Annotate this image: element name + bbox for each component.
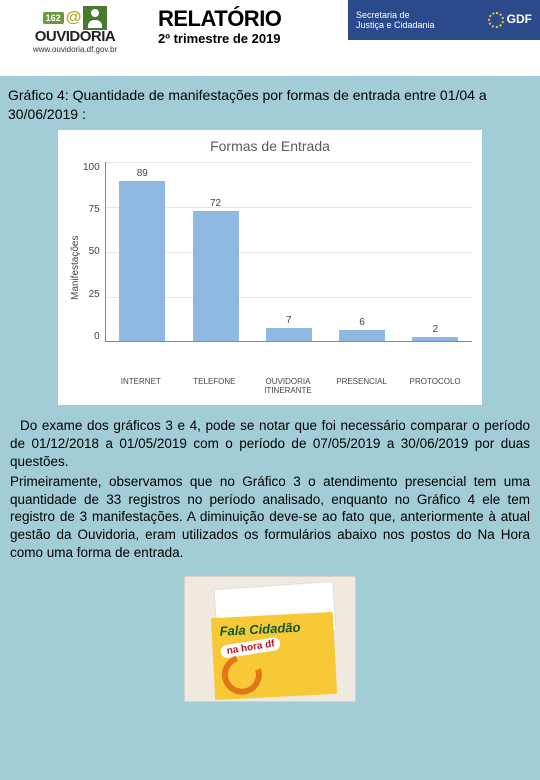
ouvidoria-url: www.ouvidoria.df.gov.br (33, 45, 117, 54)
x-tick-label: PROTOCOLO (406, 378, 464, 396)
bar-value-label: 72 (210, 198, 221, 209)
y-tick: 25 (83, 289, 100, 300)
x-tick-label: OUVIDORIA ITINERANTE (259, 378, 317, 396)
gdf-wheel-icon (488, 12, 504, 28)
paragraph-1: Do exame dos gráficos 3 e 4, pode se not… (10, 417, 530, 470)
ouvidoria-logo: 162 @ OUVIDORIA www.ouvidoria.df.gov.br (0, 0, 150, 60)
secretaria-line2: Justiça e Cidadania (356, 20, 435, 30)
bar-wrap: 72 (187, 198, 245, 341)
x-tick-label: TELEFONE (185, 378, 243, 396)
bar-wrap: 7 (260, 315, 318, 341)
y-tick: 0 (83, 331, 100, 342)
bar-wrap: 6 (333, 317, 391, 341)
page-header: 162 @ OUVIDORIA www.ouvidoria.df.gov.br … (0, 0, 540, 76)
bar (412, 337, 458, 341)
bar-value-label: 2 (433, 324, 439, 335)
bar (266, 328, 312, 341)
person-icon (83, 6, 107, 30)
gdf-logo: GDF (488, 12, 532, 28)
bar (339, 330, 385, 341)
bar (193, 211, 239, 341)
report-title: RELATÓRIO (158, 6, 340, 32)
paragraph-2: Primeiramente, observamos que no Gráfico… (10, 473, 530, 562)
chart-container: Formas de Entrada Manifestações 100 75 50 2… (58, 130, 482, 406)
brochure-title: Fala Cidadão (219, 618, 326, 639)
title-block: RELATÓRIO 2º trimestre de 2019 (150, 0, 348, 50)
bar-wrap: 2 (406, 324, 464, 341)
bars-row: 89 72 7 6 2 (106, 162, 472, 341)
bar-value-label: 89 (137, 168, 148, 179)
gdf-text: GDF (507, 13, 532, 27)
chart-title: Formas de Entrada (68, 138, 472, 154)
y-tick: 50 (83, 246, 100, 257)
brochure-sub: na hora df (220, 636, 282, 658)
ouvidoria-name: OUVIDORIA (35, 28, 116, 45)
x-axis-labels: INTERNET TELEFONE OUVIDORIA ITINERANTE PRES… (104, 378, 472, 396)
body-text: Do exame dos gráficos 3 e 4, pode se not… (0, 411, 540, 572)
report-subtitle: 2º trimestre de 2019 (158, 32, 340, 46)
chart-caption: Gráfico 4: Quantidade de manifestações p… (0, 76, 540, 130)
at-icon: @ (66, 9, 82, 27)
y-axis-ticks: 100 75 50 25 0 (83, 162, 105, 342)
badge-162: 162 (43, 12, 64, 24)
bar (119, 181, 165, 341)
secretaria-line1: Secretaria de (356, 10, 435, 20)
x-tick-label: INTERNET (112, 378, 170, 396)
x-tick-label: PRESENCIAL (333, 378, 391, 396)
y-tick: 100 (83, 162, 100, 173)
chart-plot: 89 72 7 6 2 (105, 162, 472, 342)
y-tick: 75 (83, 204, 100, 215)
bar-value-label: 6 (359, 317, 365, 328)
brochure: Fala Cidadão na hora df (211, 612, 337, 700)
bar-wrap: 89 (113, 168, 171, 341)
y-axis-label: Manifestações (68, 162, 83, 374)
header-right-banner: Secretaria de Justiça e Cidadania GDF (348, 0, 540, 40)
form-photo: Fala Cidadão na hora df (184, 576, 356, 702)
bar-value-label: 7 (286, 315, 292, 326)
